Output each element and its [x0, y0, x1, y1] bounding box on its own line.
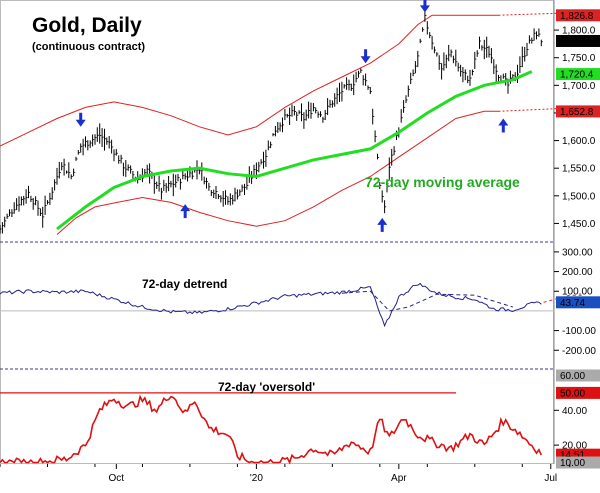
arrow-head [360, 56, 371, 64]
oversold-line [0, 394, 543, 465]
detrend-axis-tick-label: 200.00 [562, 267, 593, 278]
price-value-tag: 1,780.3 [556, 34, 600, 47]
value-tag-box [556, 9, 600, 22]
arrow-shaft [364, 49, 368, 58]
price-axis-tick-label: 1,550.0 [562, 164, 596, 175]
oversold-axis-tick-label: 40.00 [562, 406, 587, 417]
value-tag-label: 50.00 [560, 388, 585, 399]
arrow-head [419, 5, 430, 13]
down-arrow-icon [360, 49, 371, 64]
value-tag-label: 43.74 [560, 298, 585, 309]
value-tag-label: 1,780.3 [560, 36, 594, 47]
detrend-panel [0, 282, 584, 328]
oversold-value-tag: 60.00 [556, 369, 600, 382]
price-axis-tick-label: 1,450.0 [562, 219, 596, 230]
value-tag-box [556, 105, 600, 118]
arrow-shaft [501, 124, 505, 133]
detrend-projection [543, 294, 584, 303]
value-tag-label: 1,720.4 [560, 70, 594, 81]
detrend-axis-tick-label: -100.00 [562, 326, 596, 337]
moving-average-line [56, 70, 533, 231]
detrend-dashed-line [341, 290, 513, 312]
detrend-axis-tick-label: 300.00 [562, 247, 593, 258]
oversold-panel [0, 392, 543, 465]
detrend-axis-tick-label: -200.00 [562, 346, 596, 357]
value-tag-label: 10.00 [560, 458, 585, 469]
upper-band-line [0, 14, 499, 147]
x-axis-tick-label: Oct [109, 473, 125, 484]
arrow-shaft [79, 112, 83, 121]
price-axis-tick-label: 1,600.0 [562, 136, 596, 147]
price-axis-tick-label: 1,500.0 [562, 191, 596, 202]
price-value-tag: 1,720.4 [556, 68, 600, 81]
value-tag-box [556, 296, 600, 309]
value-tag-label: 1,826.8 [560, 11, 594, 22]
detrend-line [0, 282, 542, 328]
x-axis-tick-label: Jul [544, 473, 557, 484]
oversold-series-label: 72-day 'oversold' [218, 380, 315, 394]
chart-frame [0, 0, 554, 464]
value-tag-box [556, 386, 600, 399]
value-tag-label: 14.51 [560, 450, 585, 461]
price-axis-tick-label: 1,700.0 [562, 81, 596, 92]
lower-band-line [56, 110, 499, 235]
detrend-value-tag: 43.74 [556, 296, 600, 309]
value-tag-box [556, 68, 600, 81]
up-arrow-icon [377, 217, 388, 232]
arrow-head [75, 119, 86, 127]
arrow-head [180, 204, 191, 212]
arrow-head [498, 118, 509, 126]
moving-average-annotation: 72-day moving average [365, 174, 520, 190]
up-arrow-icon [180, 204, 191, 219]
down-arrow-icon [419, 0, 430, 13]
arrow-shaft [423, 0, 427, 7]
price-axis-tick-label: 1,800.0 [562, 26, 596, 37]
value-tag-box [556, 456, 600, 469]
x-axis-tick-label: '20 [250, 473, 263, 484]
value-tag-box [556, 369, 600, 382]
oversold-axis-tick-label: 20.00 [562, 441, 587, 452]
down-arrow-icon [75, 112, 86, 127]
arrow-shaft [183, 210, 187, 219]
price-bars [0, 10, 543, 234]
price-panel [0, 0, 585, 235]
value-tag-label: 60.00 [560, 371, 585, 382]
detrend-axis-tick-label: 100.00 [562, 287, 593, 298]
price-axis-tick-label: 1,750.0 [562, 53, 596, 64]
price-value-tag: 1,652.8 [556, 105, 600, 118]
oversold-value-tag: 10.00 [556, 456, 600, 469]
chart-title: Gold, Daily [32, 14, 142, 37]
up-arrow-icon [498, 118, 509, 133]
x-axis-tick-label: Apr [391, 473, 407, 484]
arrow-head [377, 217, 388, 225]
chart-subtitle: (continuous contract) [32, 41, 145, 53]
detrend-series-label: 72-day detrend [142, 277, 227, 291]
price-value-tag: 1,826.8 [556, 9, 600, 22]
arrow-shaft [380, 223, 384, 232]
oversold-value-tag: 50.00 [556, 386, 600, 399]
value-tag-box [556, 34, 600, 47]
value-tag-label: 1,652.8 [560, 107, 594, 118]
axes-layer: 1,800.01,750.01,700.01,650.01,600.01,550… [0, 9, 600, 484]
